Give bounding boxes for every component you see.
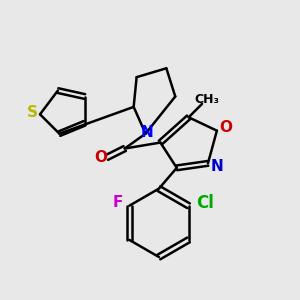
Text: N: N — [211, 159, 223, 174]
Text: CH₃: CH₃ — [194, 93, 219, 106]
Text: S: S — [27, 105, 38, 120]
Text: Cl: Cl — [196, 194, 214, 212]
Text: N: N — [141, 125, 153, 140]
Text: O: O — [94, 150, 107, 165]
Text: O: O — [219, 120, 232, 135]
Text: F: F — [112, 195, 123, 210]
